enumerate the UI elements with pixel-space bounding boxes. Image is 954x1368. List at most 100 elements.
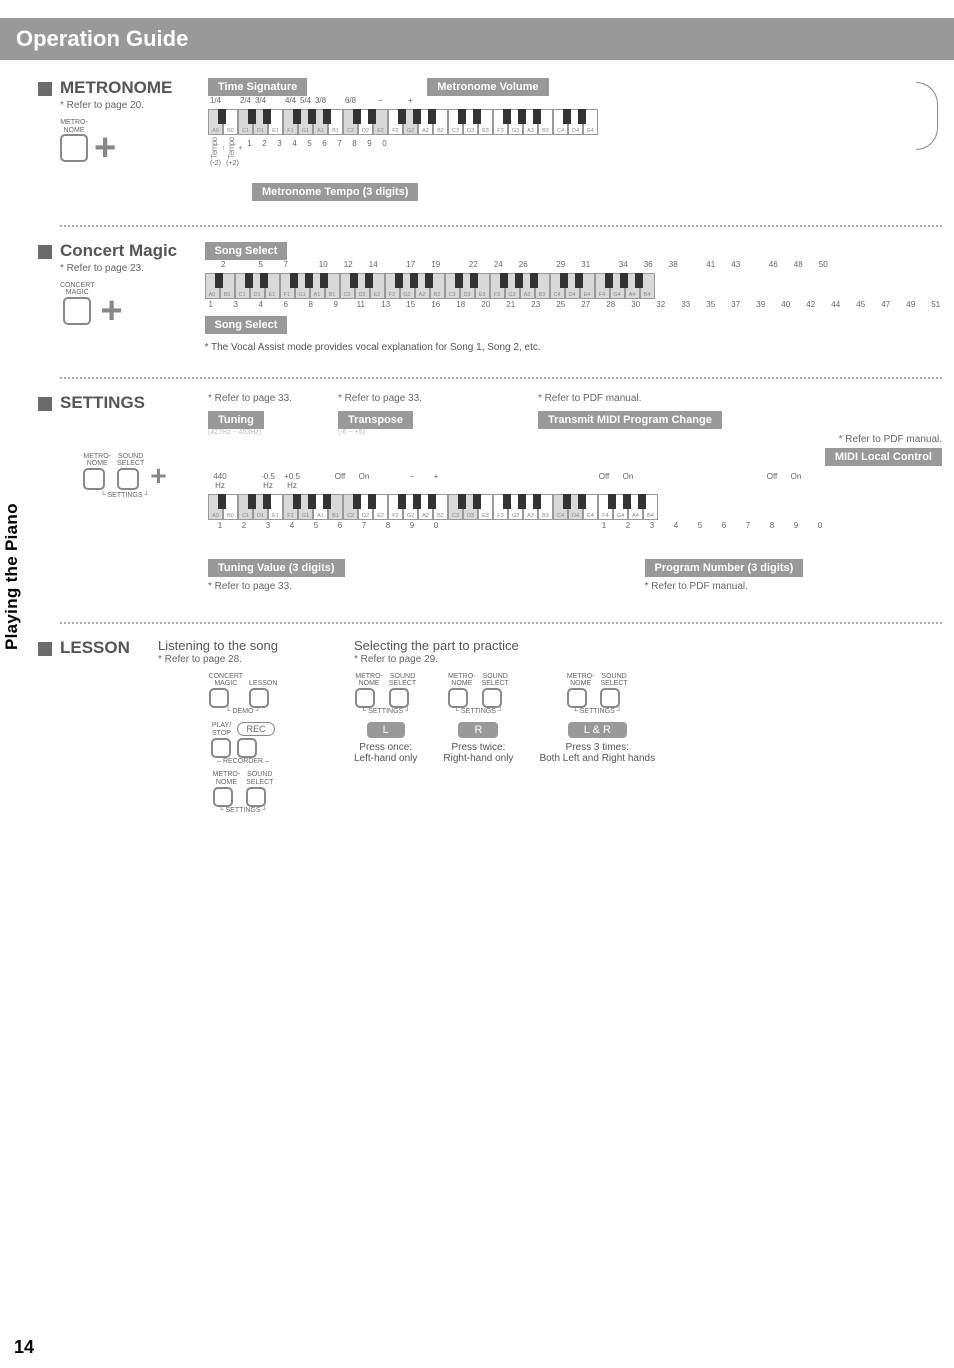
piano-black-key[interactable] — [263, 494, 271, 509]
piano-key[interactable]: C2 — [340, 273, 355, 299]
piano-black-key[interactable] — [350, 273, 358, 288]
piano-black-key[interactable] — [563, 494, 571, 509]
piano-key[interactable]: C1 — [238, 109, 253, 135]
piano-black-key[interactable] — [455, 273, 463, 288]
part-l-sound-btn[interactable] — [389, 688, 409, 708]
piano-black-key[interactable] — [563, 109, 571, 124]
piano-black-key[interactable] — [323, 109, 331, 124]
piano-black-key[interactable] — [218, 109, 226, 124]
piano-key[interactable]: F3 — [493, 109, 508, 135]
piano-black-key[interactable] — [413, 494, 421, 509]
piano-black-key[interactable] — [248, 494, 256, 509]
piano-black-key[interactable] — [638, 494, 646, 509]
piano-key[interactable]: C4 — [553, 494, 568, 520]
piano-black-key[interactable] — [503, 494, 511, 509]
piano-key[interactable]: A0 — [208, 109, 223, 135]
piano-black-key[interactable] — [500, 273, 508, 288]
lesson-sound-button[interactable] — [246, 787, 266, 807]
piano-key[interactable]: C1 — [235, 273, 250, 299]
piano-key[interactable]: F4 — [595, 273, 610, 299]
piano-key[interactable]: F2 — [388, 494, 403, 520]
piano-black-key[interactable] — [473, 494, 481, 509]
piano-black-key[interactable] — [503, 109, 511, 124]
piano-black-key[interactable] — [410, 273, 418, 288]
piano-black-key[interactable] — [308, 494, 316, 509]
piano-key[interactable]: C4 — [553, 109, 568, 135]
piano-key[interactable]: F2 — [388, 109, 403, 135]
piano-key[interactable]: F1 — [283, 109, 298, 135]
piano-black-key[interactable] — [248, 109, 256, 124]
piano-key[interactable]: F4 — [598, 494, 613, 520]
piano-black-key[interactable] — [458, 109, 466, 124]
piano-black-key[interactable] — [428, 494, 436, 509]
piano-key[interactable]: C3 — [448, 109, 463, 135]
lesson-metro-button[interactable] — [213, 787, 233, 807]
piano-black-key[interactable] — [635, 273, 643, 288]
piano-black-key[interactable] — [605, 273, 613, 288]
part-l-metro-btn[interactable] — [355, 688, 375, 708]
piano-black-key[interactable] — [530, 273, 538, 288]
metronome-button[interactable] — [60, 134, 88, 162]
piano-key[interactable]: F3 — [493, 494, 508, 520]
settings-sound-button[interactable] — [117, 468, 139, 490]
piano-key[interactable]: C3 — [445, 273, 460, 299]
piano-black-key[interactable] — [368, 109, 376, 124]
piano-black-key[interactable] — [533, 109, 541, 124]
piano-key[interactable]: C2 — [343, 494, 358, 520]
piano-key[interactable]: F1 — [283, 494, 298, 520]
piano-black-key[interactable] — [218, 494, 226, 509]
lesson-cm-button[interactable] — [209, 688, 229, 708]
part-r-metro-btn[interactable] — [448, 688, 468, 708]
piano-black-key[interactable] — [353, 494, 361, 509]
lesson-lesson-button[interactable] — [249, 688, 269, 708]
piano-black-key[interactable] — [428, 109, 436, 124]
piano-black-key[interactable] — [473, 109, 481, 124]
part-lr-sound-btn[interactable] — [600, 688, 620, 708]
piano-black-key[interactable] — [533, 494, 541, 509]
piano-key[interactable]: F2 — [385, 273, 400, 299]
settings-metro-button[interactable] — [83, 468, 105, 490]
piano-black-key[interactable] — [290, 273, 298, 288]
piano-black-key[interactable] — [623, 494, 631, 509]
piano-black-key[interactable] — [215, 273, 223, 288]
piano-black-key[interactable] — [365, 273, 373, 288]
piano-black-key[interactable] — [323, 494, 331, 509]
piano-key[interactable]: F1 — [280, 273, 295, 299]
piano-key[interactable]: A0 — [208, 494, 223, 520]
piano-black-key[interactable] — [518, 109, 526, 124]
part-lr-metro-btn[interactable] — [567, 688, 587, 708]
piano-black-key[interactable] — [515, 273, 523, 288]
piano-black-key[interactable] — [305, 273, 313, 288]
piano-key[interactable]: C4 — [550, 273, 565, 299]
piano-black-key[interactable] — [518, 494, 526, 509]
piano-key[interactable]: A0 — [205, 273, 220, 299]
piano-black-key[interactable] — [425, 273, 433, 288]
piano-black-key[interactable] — [260, 273, 268, 288]
piano-black-key[interactable] — [578, 494, 586, 509]
piano-black-key[interactable] — [320, 273, 328, 288]
piano-black-key[interactable] — [413, 109, 421, 124]
piano-black-key[interactable] — [458, 494, 466, 509]
concert-magic-button[interactable] — [63, 297, 91, 325]
piano-black-key[interactable] — [578, 109, 586, 124]
piano-black-key[interactable] — [245, 273, 253, 288]
piano-key[interactable]: C1 — [238, 494, 253, 520]
piano-black-key[interactable] — [353, 109, 361, 124]
piano-key[interactable]: F3 — [490, 273, 505, 299]
piano-black-key[interactable] — [308, 109, 316, 124]
piano-black-key[interactable] — [293, 494, 301, 509]
piano-key[interactable]: C2 — [343, 109, 358, 135]
piano-black-key[interactable] — [395, 273, 403, 288]
piano-black-key[interactable] — [398, 494, 406, 509]
piano-black-key[interactable] — [575, 273, 583, 288]
piano-black-key[interactable] — [398, 109, 406, 124]
piano-key[interactable]: C3 — [448, 494, 463, 520]
piano-black-key[interactable] — [608, 494, 616, 509]
lesson-rec-button[interactable] — [237, 738, 257, 758]
piano-black-key[interactable] — [293, 109, 301, 124]
piano-black-key[interactable] — [560, 273, 568, 288]
piano-black-key[interactable] — [620, 273, 628, 288]
piano-black-key[interactable] — [263, 109, 271, 124]
piano-black-key[interactable] — [470, 273, 478, 288]
part-r-sound-btn[interactable] — [482, 688, 502, 708]
